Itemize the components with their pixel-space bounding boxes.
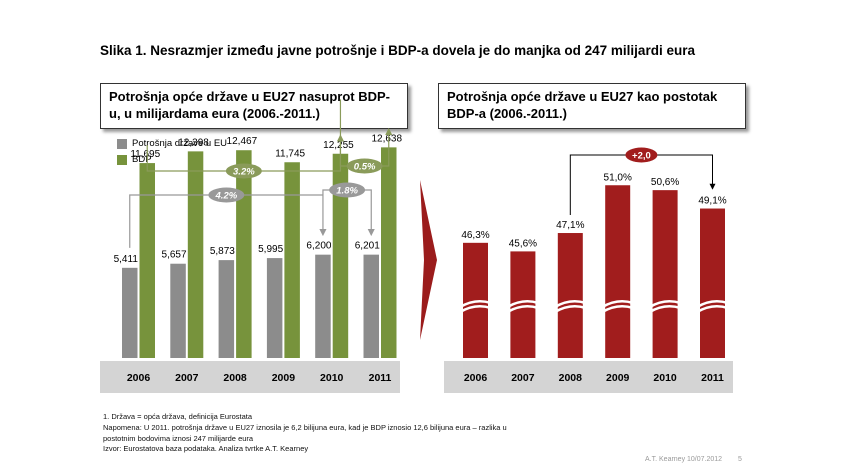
bar-spending-2006 <box>122 267 138 358</box>
data-label-share: 45,6% <box>509 238 537 249</box>
notes: 1. Država = opća država, definicija Euro… <box>103 412 507 455</box>
data-label-spending: 5,411 <box>114 254 139 265</box>
bar-share-2008 <box>557 233 583 358</box>
data-label-share: 51,0% <box>604 172 632 183</box>
bar-spending-2011 <box>363 254 379 358</box>
bar-gdp-2009 <box>284 162 300 358</box>
bar-gdp-2008 <box>236 150 252 358</box>
footer-company-date: A.T. Kearney 10/07.2012 <box>645 456 723 463</box>
data-label-gdp: 12,638 <box>371 133 402 144</box>
tick-label: 2009 <box>272 372 296 384</box>
growth-badge <box>225 163 262 179</box>
tick-label: 2011 <box>701 372 724 384</box>
legend-swatch-gdp <box>117 154 127 165</box>
tick-label: 2008 <box>559 372 583 384</box>
tick-label: 2007 <box>175 372 199 384</box>
data-label-share: 49,1% <box>698 196 726 207</box>
data-label-gdp: 11,745 <box>275 148 305 159</box>
growth-badge <box>208 187 245 203</box>
tick-label: 2007 <box>511 372 535 384</box>
left-chart: 5,411 11,695 2006 5,657 12,398 2007 5,873 12,46… <box>114 99 402 384</box>
tick-label: 2010 <box>320 372 344 384</box>
bar-spending-2010 <box>315 254 331 358</box>
left-axis-band <box>100 361 400 393</box>
footer-page-number: 5 <box>738 456 742 463</box>
bar-gdp-2011 <box>381 147 397 358</box>
tick-label: 2008 <box>223 372 247 384</box>
axis-break <box>459 299 492 314</box>
tick-label: 2006 <box>127 372 151 384</box>
difference-arrow <box>569 154 716 216</box>
axis-break <box>601 299 634 314</box>
legend-swatch-spending <box>117 138 127 149</box>
growth-badge-label: 0.5% <box>354 162 376 173</box>
legend-item-gdp: BDP <box>117 154 152 165</box>
tick-label: 2010 <box>653 372 677 384</box>
left-chart-title: Potrošnja opće države u EU27 nasuprot BD… <box>100 83 408 129</box>
bar-gdp-2010 <box>332 153 349 358</box>
tick-label: 2006 <box>464 372 488 384</box>
growth-badge-label: 1.8% <box>336 186 358 197</box>
axis-break <box>554 299 587 314</box>
axis-break <box>696 299 729 314</box>
note-line: 1. Država = opća država, definicija Euro… <box>103 412 253 421</box>
page-title: Slika 1. Nesrazmjer između javne potrošn… <box>100 43 695 58</box>
bar-gdp-2007 <box>187 151 204 358</box>
data-label-spending: 6,201 <box>355 241 380 252</box>
data-label-spending: 5,873 <box>210 246 235 257</box>
data-label-share: 47,1% <box>556 220 584 231</box>
data-label-share: 50,6% <box>651 177 679 188</box>
legend-item-spending: Potrošnja države u EU <box>117 138 227 149</box>
tick-label: 2009 <box>606 372 630 384</box>
difference-badge-label: +2,0 <box>632 151 651 162</box>
bar-spending-2007 <box>170 263 186 358</box>
growth-badge <box>346 158 383 174</box>
data-label-gdp: 12,467 <box>227 136 258 147</box>
separator-chevron <box>420 180 437 340</box>
bar-share-2011 <box>700 208 725 358</box>
data-label-gdp: 12,255 <box>323 140 354 151</box>
difference-badge <box>625 147 658 163</box>
bar-spending-2008 <box>218 260 235 358</box>
data-label-spending: 5,657 <box>162 250 187 261</box>
right-axis-band <box>444 361 733 393</box>
note-line: Napomena: U 2011. potrošnja države u EU2… <box>103 422 507 432</box>
bar-share-2009 <box>605 185 631 358</box>
data-label-gdp: 12,398 <box>178 137 209 148</box>
data-label-gdp: 11,695 <box>130 149 160 160</box>
tick-label: 2011 <box>369 372 392 384</box>
growth-badge <box>329 182 366 198</box>
bar-spending-2009 <box>266 258 283 358</box>
data-label-spending: 6,200 <box>306 241 331 252</box>
right-chart: 46,3% 2006 45,6% 2007 47,1% 2008 51,0% 2009 50,6… <box>459 147 729 384</box>
bar-gdp-2006 <box>139 163 155 358</box>
bar-share-2010 <box>652 190 678 358</box>
note-line: Izvor: Eurostatova baza podataka. Analiz… <box>103 444 309 454</box>
axis-break <box>648 299 681 314</box>
data-label-share: 46,3% <box>461 230 489 241</box>
note-line: postotnim bodovima iznosi 247 milijarde … <box>103 433 254 443</box>
axis-break <box>506 299 539 314</box>
growth-badge-label: 4.2% <box>215 191 238 202</box>
growth-badge-label: 3.2% <box>233 167 255 178</box>
data-label-spending: 5,995 <box>258 244 283 255</box>
legend-label-spending: Potrošnja države u EU <box>132 138 228 149</box>
right-chart-title: Potrošnja opće države u EU27 kao postota… <box>438 83 746 129</box>
legend-label-gdp: BDP <box>132 154 152 165</box>
